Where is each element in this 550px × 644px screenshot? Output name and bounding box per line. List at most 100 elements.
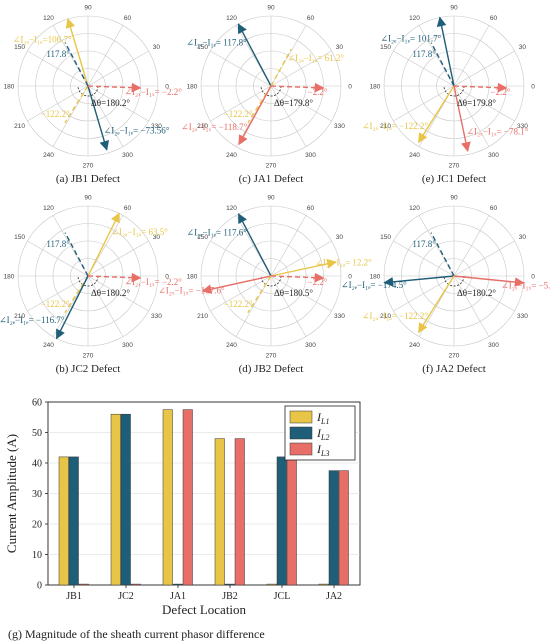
polar-angle-label: 150: [380, 44, 391, 51]
polar-spoke-330: [270, 85, 332, 122]
y-tick-label: 0: [37, 581, 42, 592]
bar-il1-jb1: [58, 456, 69, 586]
polar-angle-label: 150: [197, 234, 208, 241]
polar-angle-label: 330: [334, 313, 345, 320]
phasor-label: ∠I₂ₐ−I₁ₐ= 63.5°: [111, 227, 168, 237]
x-tick-label: JC2: [118, 591, 134, 602]
bar-il2-ja2: [328, 470, 339, 586]
polar-angle-label: 120: [409, 15, 420, 22]
polar-angle-label: 30: [153, 44, 161, 51]
legend-subscript: L3: [320, 449, 329, 458]
polar-angle-label: 90: [267, 195, 275, 202]
phasor-il2-2: [430, 232, 455, 277]
polar-spoke-300: [270, 85, 307, 147]
polar-spoke-150: [393, 50, 455, 87]
polar-spoke-30: [453, 240, 515, 277]
polar-angle-label: 60: [307, 205, 315, 212]
polar-angle-label: 90: [450, 5, 458, 12]
polar-angle-label: 240: [226, 152, 237, 159]
delta-theta-arc: [443, 85, 465, 97]
phasor-il3-4: [270, 82, 325, 93]
polar-spoke-60: [87, 215, 124, 277]
polar-angle-label: 90: [450, 195, 458, 202]
phasor-label: ∠I₂ₓ−I₁ₓ= −2.2°: [125, 87, 183, 97]
polar-angle-label: 120: [43, 15, 54, 22]
phasor-il3-5: [87, 272, 142, 283]
polar-chart-3: 0 30 60 90 120 150 180 210 240 270 300 330 ∠I₂ₑ−I₁ₑ=…: [362, 5, 535, 186]
phasor-il2-4: [64, 42, 89, 87]
polar-spoke-210: [210, 85, 272, 122]
phasor-label: 117.8°: [412, 239, 436, 249]
polar-angle-label: 300: [305, 152, 316, 159]
polar-angle-label: 270: [449, 353, 460, 360]
polar-angle-label: 270: [449, 163, 460, 170]
phasor-label: −122.2°: [224, 109, 253, 119]
bar-il3-jcl: [286, 456, 297, 586]
polar-angle-label: 120: [226, 205, 237, 212]
polar-angle-label: 300: [122, 342, 133, 349]
polar-spoke-60: [453, 25, 490, 87]
bar-il2-jc2: [120, 413, 131, 586]
legend-swatch-2: [289, 426, 313, 440]
polar-spoke-60: [87, 25, 124, 87]
bar-chart-caption: (g) Magnitude of the sheath current phas…: [8, 627, 265, 641]
polar-angle-label: 90: [84, 195, 92, 202]
delta-theta-label: Δθ=180.2°: [91, 288, 130, 298]
polar-angle-label: 0: [348, 84, 352, 91]
polar-angle-label: 210: [197, 123, 208, 130]
delta-theta-label: Δθ=180.2°: [91, 98, 130, 108]
polar-angle-label: 90: [267, 5, 275, 12]
polar-angle-label: 30: [519, 234, 527, 241]
polar-chart-5: 0 30 60 90 120 150 180 210 240 270 300 330 ∠I₂ₑ−I₁ₑ=…: [158, 195, 372, 376]
x-tick-label: JB2: [222, 591, 238, 602]
polar-angle-label: 0: [165, 274, 169, 281]
phasor-label: ∠I₂ₓ−I₁ₓ= −118.7°: [181, 122, 247, 132]
phasor-il1-1: [65, 18, 89, 87]
polar-angle-label: 300: [305, 342, 316, 349]
polar-angle-label: 60: [307, 15, 315, 22]
phasor-label: ∠I₂ₑ−I₁ₑ= 117.6°: [187, 228, 248, 238]
delta-theta-arc: [260, 275, 282, 287]
polar-angle-label: 330: [151, 313, 162, 320]
bar-il3-ja2: [338, 470, 349, 586]
phasor-il3-4: [453, 82, 508, 93]
delta-theta-label: Δθ=180.2°: [457, 288, 496, 298]
polar-angle-label: 240: [409, 152, 420, 159]
polar-caption: (f) JA2 Defect: [422, 363, 486, 375]
phasor-il2-4: [55, 275, 89, 340]
delta-theta-arc: [77, 85, 99, 97]
polar-chart-2: 0 30 60 90 120 150 180 210 240 270 300 330 ∠I₂ₑ−I₁ₑ=…: [181, 5, 352, 186]
legend-subscript: L1: [320, 417, 329, 426]
polar-spoke-210: [393, 85, 455, 122]
polar-angle-label: 240: [43, 342, 54, 349]
polar-caption: (c) JA1 Defect: [239, 173, 304, 185]
polar-angle-label: 330: [517, 123, 528, 130]
phasor-label: ∠I₂ₑ−I₁ₑ= −73.56°: [104, 126, 170, 136]
polar-angle-label: 60: [124, 205, 132, 212]
phasor-il3-3: [453, 275, 525, 287]
phasor-il2-3: [87, 85, 110, 151]
polar-charts: 0306090120150180210240270300330∠I₂ₐ−I₁ₐ=…: [0, 5, 550, 376]
y-tick-label: 60: [32, 398, 42, 409]
bar-il2-ja1: [172, 583, 183, 586]
bar-il3-jb2: [234, 438, 245, 586]
polar-spoke-210: [27, 85, 89, 122]
polar-spoke-30: [87, 240, 149, 277]
polar-angle-label: 210: [14, 313, 25, 320]
y-tick-label: 40: [32, 459, 42, 470]
polar-spoke-330: [270, 275, 332, 312]
phasor-il2-1: [237, 213, 272, 277]
polar-angle-label: 210: [14, 123, 25, 130]
polar-angle-label: 30: [519, 44, 527, 51]
polar-spoke-210: [393, 275, 455, 312]
phasor-label: ∠I₂ₐ−I₁ₐ= 61.2°: [288, 53, 345, 63]
delta-theta-label: Δθ=179.8°: [457, 98, 496, 108]
x-tick-label: JB1: [66, 591, 82, 602]
y-axis-label: Current Amplitude (A): [4, 434, 19, 553]
polar-angle-label: 270: [83, 163, 94, 170]
polar-angle-label: 120: [409, 205, 420, 212]
bar-il3-ja1: [182, 409, 193, 586]
polar-angle-label: 150: [380, 234, 391, 241]
phasor-il1-3: [247, 85, 272, 124]
phasor-label: ∠I₂ₐ−I₁ₐ= −122.2°: [362, 121, 428, 131]
